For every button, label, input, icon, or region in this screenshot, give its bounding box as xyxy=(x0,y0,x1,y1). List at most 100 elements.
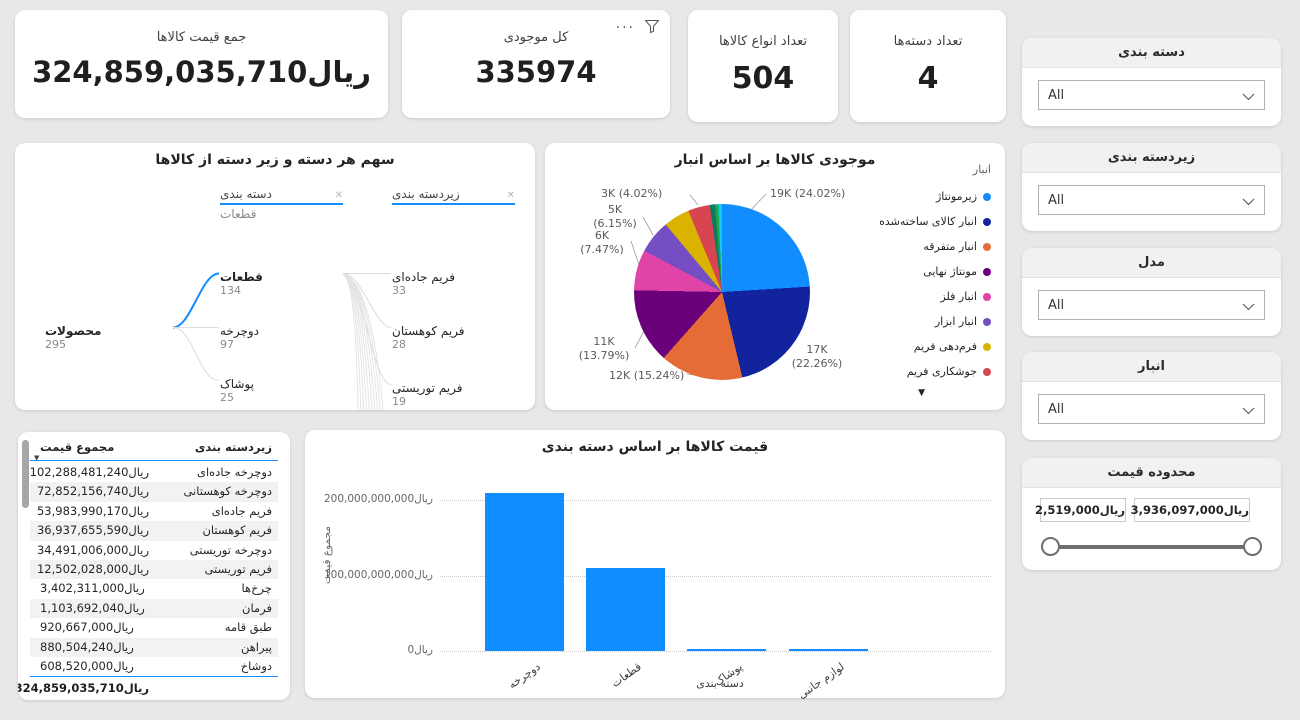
table-visual: زیردسته بندی مجموع قیمت ▼ دوچرخه جاده‌ای… xyxy=(18,432,290,700)
kpi-card-category-count: تعداد دسته‌ها 4 xyxy=(850,10,1006,122)
yaxis-tick-label: ریال100,000,000,000 xyxy=(323,568,433,581)
kpi-card-total-stock: ··· کل موجودی 335974 xyxy=(402,10,670,118)
chevron-down-icon[interactable] xyxy=(1242,400,1255,419)
xaxis-category-label: دوچرخه xyxy=(505,660,543,692)
slider-handle-max[interactable] xyxy=(1243,537,1262,556)
table-row[interactable]: طبق قامه ریال920,667,000 xyxy=(30,618,278,637)
tree-title: سهم هر دسته و زیر دسته از کالاها xyxy=(155,152,395,168)
table-cell-price: ریال880,504,240 xyxy=(40,639,134,654)
slicer-dropdown[interactable]: All xyxy=(1038,290,1265,320)
close-icon[interactable]: ✕ xyxy=(334,190,343,201)
tree-breadcrumb: قطعات xyxy=(220,207,257,221)
legend-item[interactable]: انبار متفرقه xyxy=(841,234,991,259)
table-row[interactable]: پیراهن ریال880,504,240 xyxy=(30,637,278,657)
slicer-dropdown[interactable]: All xyxy=(1038,394,1265,424)
legend-label: فرم‌دهی فریم xyxy=(913,340,977,353)
bar[interactable] xyxy=(687,649,766,651)
tree-node[interactable]: محصولات 295 xyxy=(45,322,173,351)
tree-node-value: 33 xyxy=(392,284,406,297)
legend-swatch xyxy=(983,217,991,226)
tree-node-value: 295 xyxy=(45,338,66,351)
tree-node-label: پوشاک xyxy=(220,377,254,391)
tree-node[interactable]: فریم کوهستان 28 xyxy=(392,322,515,351)
kpi-title: تعداد انواع کالاها xyxy=(718,34,808,49)
tree-node-value: 28 xyxy=(392,338,406,351)
more-options-icon[interactable]: ··· xyxy=(615,20,635,36)
pie-plot[interactable] xyxy=(634,204,810,380)
table-row[interactable]: فریم توریستی ریال12,502,028,000 xyxy=(30,559,278,580)
legend-item[interactable]: زیرمونتاژ xyxy=(841,184,991,209)
tree-node[interactable]: قطعات 134 xyxy=(220,268,343,297)
slicer-dropdown[interactable]: All xyxy=(1038,80,1265,110)
bar[interactable] xyxy=(586,568,665,651)
tree-node[interactable]: فریم توریستی 19 xyxy=(392,379,515,408)
slider-track[interactable] xyxy=(1050,545,1253,549)
table-row[interactable]: فریم کوهستان ریال36,937,655,590 xyxy=(30,521,278,541)
table-row[interactable]: دوچرخه توریستی ریال34,491,006,000 xyxy=(30,541,278,560)
price-range-slider[interactable] xyxy=(1041,532,1262,562)
level-header-label: زیردسته بندی xyxy=(392,187,460,201)
tree-node[interactable]: دوچرخه 97 xyxy=(220,322,343,351)
slicer-dropdown[interactable]: All xyxy=(1038,185,1265,215)
table-cell-price: ریال53,983,990,170 xyxy=(36,503,150,518)
table-cell-price: ریال72,852,156,740 xyxy=(36,484,150,499)
table-cell-subcategory: طبق قامه xyxy=(224,620,272,635)
slider-handle-min[interactable] xyxy=(1041,537,1060,556)
table-row[interactable]: دوچرخه جاده‌ای ریال102,288,481,240 xyxy=(30,463,278,482)
pie-data-label: 3K (4.02%) xyxy=(601,187,663,200)
price-max-input[interactable]: ریال3,936,097,000 xyxy=(1131,498,1250,522)
table-cell-price: ریال34,491,006,000 xyxy=(36,542,150,557)
legend-swatch xyxy=(983,317,991,326)
table-cell-price: ریال12,502,028,000 xyxy=(36,561,150,576)
table-cell-subcategory: دوچرخه کوهستانی xyxy=(183,484,272,499)
table-row[interactable]: دوشاخ ریال608,520,000 xyxy=(30,657,278,676)
chevron-down-icon[interactable] xyxy=(1242,296,1255,315)
legend-item[interactable]: انبار فلز xyxy=(841,284,991,309)
table-row[interactable]: فرمان ریال1,103,692,040 xyxy=(30,598,278,619)
table-header-subcategory[interactable]: زیردسته بندی xyxy=(194,440,272,454)
pie-title: موجودی کالاها بر اساس انبار xyxy=(674,152,876,168)
table-body: دوچرخه جاده‌ای ریال102,288,481,240 دوچرخه … xyxy=(30,463,278,676)
tree-node-label: فریم جاده‌ای xyxy=(392,270,455,284)
legend-item[interactable]: انبار کالای ساخته‌شده xyxy=(841,209,991,234)
table-cell-subcategory: فریم جاده‌ای xyxy=(211,503,272,518)
chevron-down-icon[interactable] xyxy=(1242,191,1255,210)
sort-descending-icon[interactable]: ▼ xyxy=(34,454,40,462)
xaxis-category-label: لوازم جانبی xyxy=(795,660,847,702)
legend-more-icon[interactable]: ▼ xyxy=(918,388,925,398)
table-cell-price: ریال102,288,481,240 xyxy=(30,465,150,479)
price-min-input[interactable]: ریال2,519,000 xyxy=(1035,498,1126,522)
legend-item[interactable]: مونتاژ نهایی xyxy=(841,259,991,284)
kpi-title: کل موجودی xyxy=(503,30,569,45)
tree-node-label: فریم کوهستان xyxy=(392,324,465,338)
legend-swatch xyxy=(983,192,991,201)
filter-funnel-icon[interactable] xyxy=(644,18,660,38)
legend-item[interactable]: فرم‌دهی فریم xyxy=(841,334,991,359)
bar-yaxis-title: مجموع قیمت xyxy=(321,525,333,585)
tree-level-header-subcategory: زیردسته بندی ✕ xyxy=(392,187,515,205)
legend-item[interactable]: جوشکاری فریم xyxy=(841,359,991,384)
table-cell-subcategory: چرخ‌ها xyxy=(241,581,272,596)
table-cell-subcategory: فریم توریستی xyxy=(204,561,272,576)
table-row[interactable]: فریم جاده‌ای ریال53,983,990,170 xyxy=(30,502,278,521)
bar[interactable] xyxy=(789,649,868,651)
table-header-total-price[interactable]: مجموع قیمت xyxy=(40,440,115,454)
table-row[interactable]: دوچرخه کوهستانی ریال72,852,156,740 xyxy=(30,482,278,502)
legend-swatch xyxy=(983,342,991,351)
tree-node[interactable]: پوشاک 25 xyxy=(220,375,343,404)
pie-data-label: 6K (7.47%) xyxy=(580,229,624,256)
chevron-down-icon[interactable] xyxy=(1242,86,1255,105)
legend-item[interactable]: انبار ابزار xyxy=(841,309,991,334)
kpi-card-item-types: تعداد انواع کالاها 504 xyxy=(688,10,838,122)
slicer-title: دسته بندی xyxy=(1022,38,1281,68)
bar[interactable] xyxy=(485,493,564,651)
table-row[interactable]: چرخ‌ها ریال3,402,311,000 xyxy=(30,579,278,598)
tree-node[interactable]: فریم جاده‌ای 33 xyxy=(392,268,515,297)
slicer-selected-value: All xyxy=(1048,401,1065,417)
bar-title: قیمت کالاها بر اساس دسته بندی xyxy=(541,439,769,455)
close-icon[interactable]: ✕ xyxy=(506,190,515,201)
decomposition-tree-visual: سهم هر دسته و زیر دسته از کالاها دسته بن… xyxy=(15,143,535,410)
legend-label: جوشکاری فریم xyxy=(906,365,977,378)
legend-label: انبار متفرقه xyxy=(923,240,977,253)
table-scrollbar-thumb[interactable] xyxy=(22,440,29,508)
